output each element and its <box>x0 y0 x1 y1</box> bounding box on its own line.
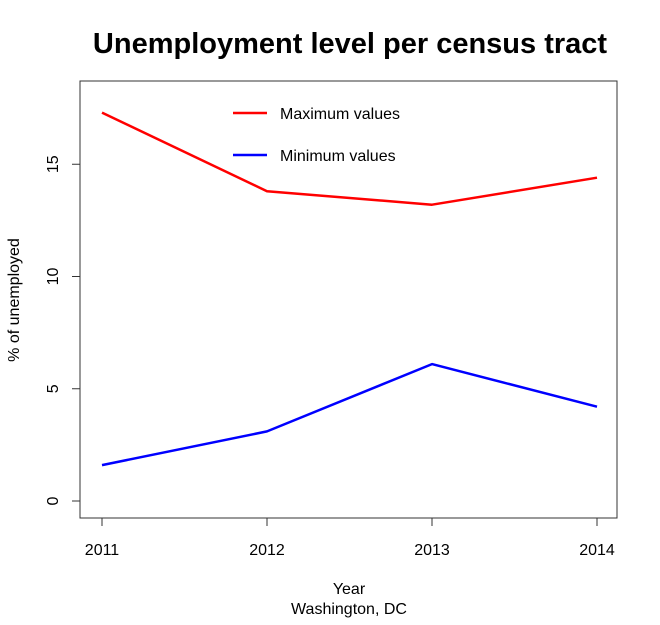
y-tick-label: 5 <box>45 384 62 393</box>
y-tick-label: 0 <box>45 496 62 505</box>
y-axis: 0 5 10 15 <box>45 155 81 505</box>
y-axis-label: % of unemployed <box>6 238 23 362</box>
series-line-maximum <box>101 111 598 206</box>
x-tick-label: 2014 <box>579 542 615 559</box>
x-axis-sublabel: Washington, DC <box>291 601 407 618</box>
x-tick-label: 2013 <box>414 542 450 559</box>
x-tick-label: 2012 <box>249 542 285 559</box>
legend: Maximum values Minimum values <box>233 106 400 165</box>
x-tick-label: 2011 <box>85 542 120 559</box>
legend-label: Maximum values <box>280 106 400 123</box>
x-axis-label: Year <box>333 581 366 598</box>
y-tick-label: 10 <box>45 268 62 286</box>
series-line-minimum <box>101 362 598 467</box>
legend-label: Minimum values <box>280 148 396 165</box>
series-group <box>101 111 598 467</box>
chart-title: Unemployment level per census tract <box>93 28 607 60</box>
x-axis: 2011 2012 2013 2014 <box>85 517 615 559</box>
y-tick-label: 15 <box>45 155 62 173</box>
